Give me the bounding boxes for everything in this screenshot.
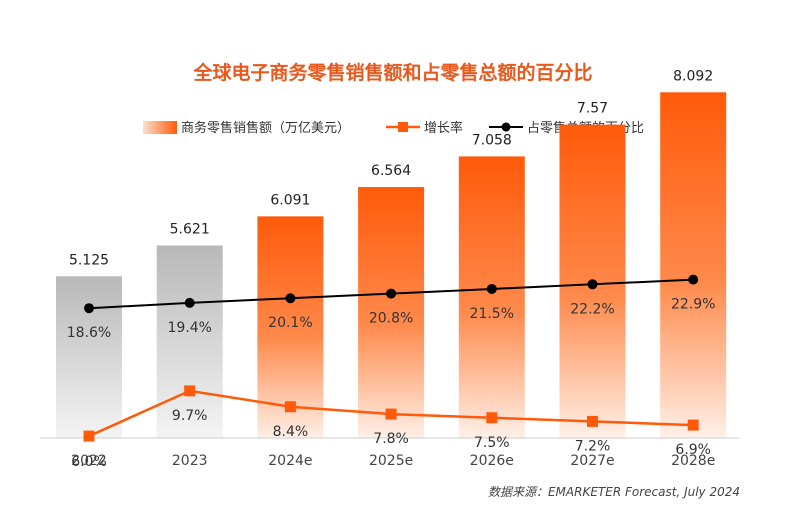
bar-value-label: 5.125 bbox=[69, 252, 109, 268]
retail-share-label: 19.4% bbox=[167, 320, 211, 336]
x-tick-label: 2022 bbox=[71, 453, 107, 469]
x-tick-label: 2024e bbox=[268, 453, 312, 469]
labels: 5.125 2022 5.621 2023 6.091 2024e 6.564 2025e 7.… bbox=[67, 68, 716, 470]
x-tick-label: 2027e bbox=[570, 453, 614, 469]
bar-2025e bbox=[358, 187, 425, 438]
lines bbox=[83, 274, 699, 442]
bar-value-label: 8.092 bbox=[673, 68, 713, 84]
bar-2022 bbox=[56, 276, 122, 438]
bar-2024e bbox=[257, 216, 324, 438]
growth-rate-point bbox=[83, 430, 95, 442]
bar-2026e bbox=[458, 156, 525, 439]
bar-value-label: 6.091 bbox=[270, 192, 310, 208]
growth-rate-label: 7.8% bbox=[373, 431, 409, 447]
growth-rate-label: 6.0% bbox=[71, 454, 107, 470]
retail-share-point bbox=[587, 279, 598, 290]
retail-share-label: 18.6% bbox=[67, 325, 111, 341]
growth-rate-point bbox=[385, 408, 397, 420]
growth-rate-point bbox=[486, 412, 498, 424]
legend: 商务零售销售额（万亿美元） 增长率 占零售总额的百分比 bbox=[143, 120, 644, 136]
growth-rate-label: 7.2% bbox=[575, 438, 611, 454]
retail-share-point bbox=[386, 288, 397, 299]
bar-2028e bbox=[660, 92, 727, 439]
bars bbox=[56, 92, 727, 439]
x-tick-label: 2026e bbox=[470, 453, 514, 469]
bar-value-label: 7.57 bbox=[577, 101, 608, 117]
legend-marker-growth bbox=[398, 122, 408, 132]
bar-value-label: 6.564 bbox=[371, 163, 411, 179]
growth-rate-label: 8.4% bbox=[273, 424, 309, 440]
growth-rate-label: 6.9% bbox=[675, 442, 711, 458]
legend-label-growth: 增长率 bbox=[424, 120, 463, 136]
retail-share-label: 22.9% bbox=[671, 297, 715, 313]
legend-label-sales: 商务零售销售额（万亿美元） bbox=[181, 120, 350, 136]
source-note: 数据来源：EMARKETER Forecast, July 2024 bbox=[488, 485, 740, 499]
retail-share-point bbox=[184, 297, 195, 308]
growth-rate-point bbox=[184, 385, 196, 397]
retail-share-label: 21.5% bbox=[470, 306, 514, 322]
retail-share-label: 20.1% bbox=[268, 315, 312, 331]
growth-rate-label: 9.7% bbox=[172, 408, 208, 424]
legend-marker-share bbox=[501, 122, 511, 132]
retail-share-point bbox=[285, 293, 296, 304]
bar-value-label: 5.621 bbox=[170, 221, 210, 237]
retail-share-label: 20.8% bbox=[369, 311, 413, 327]
retail-share-point bbox=[84, 303, 94, 314]
growth-rate-point bbox=[687, 419, 699, 431]
x-tick-label: 2025e bbox=[369, 453, 413, 469]
x-tick-label: 2023 bbox=[172, 453, 208, 469]
retail-share-point bbox=[688, 274, 699, 285]
chart-title: 全球电子商务零售销售额和占零售总额的百分比 bbox=[192, 61, 592, 84]
growth-rate-label: 7.5% bbox=[474, 435, 510, 451]
legend-swatch-sales bbox=[143, 121, 177, 134]
growth-rate-point bbox=[587, 415, 598, 427]
retail-share-point bbox=[486, 283, 497, 294]
growth-rate-point bbox=[284, 401, 296, 413]
bar-value-label: 7.058 bbox=[472, 132, 512, 148]
bar-2023 bbox=[156, 245, 223, 438]
retail-share-label: 22.2% bbox=[570, 301, 614, 317]
x-tick-label: 2028e bbox=[671, 453, 715, 469]
